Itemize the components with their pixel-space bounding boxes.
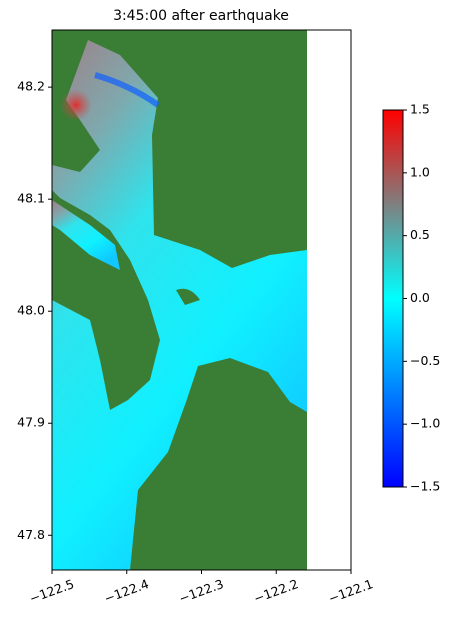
map (52, 30, 307, 570)
colorbar-tick-label: 0.5 (410, 227, 430, 242)
x-tick-label: −122.5 (27, 576, 76, 606)
colorbar-tick-label: 1.0 (410, 164, 430, 179)
y-tick-label: 48.2 (17, 79, 45, 94)
y-tick-label: 47.8 (17, 527, 45, 542)
wave-trough (94, 72, 160, 108)
y-tick-label: 48.1 (17, 191, 45, 206)
colorbar-tick-label: 0.0 (410, 290, 430, 305)
water (52, 40, 307, 570)
no-data (307, 30, 351, 570)
colorbar (382, 109, 404, 488)
y-tick-label: 48.0 (17, 303, 45, 318)
water (52, 200, 120, 270)
colorbar-tick-label: 1.5 (410, 102, 430, 117)
colorbar-tick-label: −1.0 (410, 416, 440, 431)
wave-peak (60, 89, 92, 121)
colorbar-tick-label: −1.5 (410, 479, 440, 494)
island (176, 288, 200, 305)
x-tick-label: −122.1 (326, 576, 375, 606)
x-tick-label: −122.4 (102, 576, 151, 606)
x-tick-label: −122.2 (252, 576, 301, 606)
x-tick-label: −122.3 (177, 576, 226, 606)
colorbar-tick-label: −0.5 (410, 353, 440, 368)
chart-title: 3:45:00 after earthquake (113, 8, 289, 24)
y-tick-label: 47.9 (17, 415, 45, 430)
